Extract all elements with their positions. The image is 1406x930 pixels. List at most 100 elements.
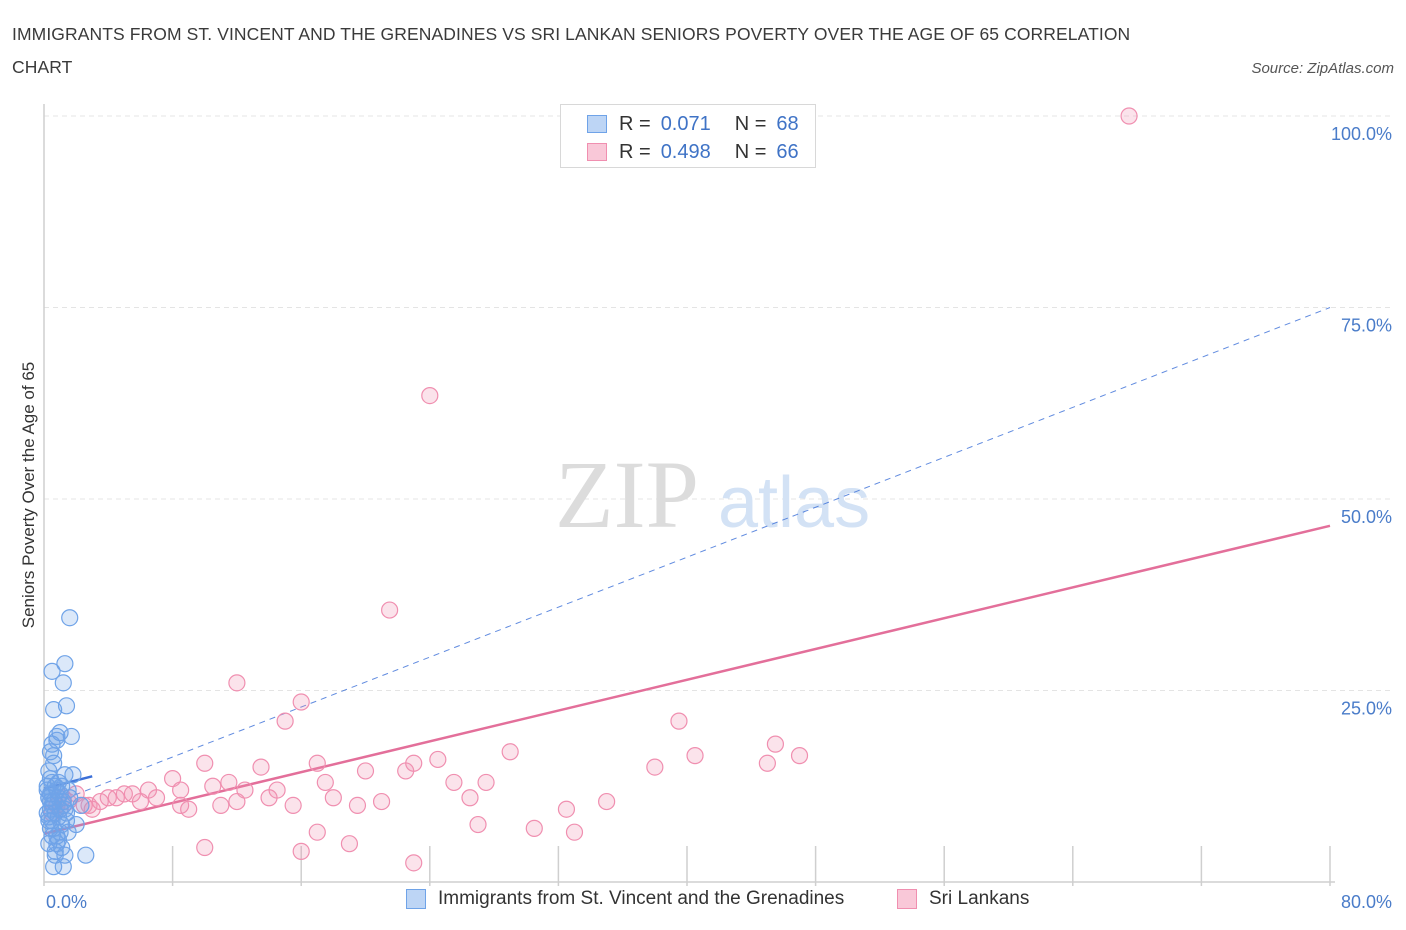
point-sri-lankans [469,815,487,834]
legend-n-value: 66 [776,140,799,163]
point-st-vincent [43,812,61,830]
trend-line-st-vincent-extended [43,307,1331,808]
legend-r-value: 0.071 [660,112,711,135]
point-sri-lankans [196,754,214,772]
data-points [38,107,1138,876]
point-st-vincent [56,800,74,818]
series-legend-swatch-pink [897,889,917,909]
point-sri-lankans [284,796,302,815]
series-legend-label: Sri Lankans [929,888,1030,909]
point-sri-lankans [292,842,310,860]
point-st-vincent [48,731,66,749]
y-tick-label: 25.0% [1341,699,1392,719]
point-sri-lankans [220,773,238,792]
point-sri-lankans [204,777,222,795]
point-sri-lankans [421,386,439,405]
series-legend-item-blue: Immigrants from St. Vincent and the Gren… [406,888,844,910]
point-sri-lankans [686,747,704,765]
point-sri-lankans [147,789,166,807]
point-sri-lankans [381,601,399,619]
watermark-atlas: atlas [718,463,870,543]
point-sri-lankans [1120,107,1138,125]
series-legend: Immigrants from St. Vincent and the Gren… [0,888,1406,916]
legend-r-value: 0.498 [660,140,711,163]
legend-row-pink: R = 0.498 N = 66 [587,140,799,164]
series-legend-swatch-blue [406,889,426,909]
point-sri-lankans [228,792,246,811]
series-legend-item-pink: Sri Lankans [897,888,1029,910]
point-sri-lankans [228,674,246,692]
point-sri-lankans [565,823,584,841]
point-sri-lankans [99,789,117,807]
point-sri-lankans [131,792,150,811]
x-tick-label: 80.0% [1341,892,1392,912]
point-sri-lankans [397,762,415,780]
legend-r-label: R = [619,112,651,135]
point-st-vincent [45,747,63,765]
trend-line-sri-lankans [43,524,1331,835]
point-sri-lankans [646,758,664,776]
legend-swatch-blue [587,115,607,133]
point-sri-lankans [340,835,359,853]
point-sri-lankans [180,800,198,818]
legend-n-label: N = [734,112,767,135]
point-st-vincent [61,609,79,627]
point-sri-lankans [445,773,463,792]
point-sri-lankans [172,781,190,799]
point-sri-lankans [790,747,809,765]
point-sri-lankans [758,754,776,772]
axes [43,104,1335,886]
point-sri-lankans [292,693,310,711]
y-axis-label: Seniors Poverty Over the Age of 65 [19,362,38,628]
point-sri-lankans [405,854,423,872]
y-tick-label: 75.0% [1341,316,1392,336]
point-sri-lankans [525,819,543,837]
legend-swatch-pink [587,143,607,161]
chart-title: IMMIGRANTS FROM ST. VINCENT AND THE GREN… [12,24,1131,77]
tick-labels: 25.0% 50.0% 75.0% 100.0% 0.0% 80.0% [46,124,1392,912]
y-tick-label: 100.0% [1331,124,1392,144]
x-tick-label: 0.0% [46,892,87,912]
source-label: Source: ZipAtlas.com [1251,60,1394,77]
point-st-vincent [77,846,95,864]
point-sri-lankans [356,762,375,780]
point-sri-lankans [372,792,391,811]
watermark-zip: ZIP [555,441,699,548]
point-sri-lankans [115,785,133,803]
point-st-vincent [67,815,85,834]
point-sri-lankans [598,792,616,811]
series-legend-label: Immigrants from St. Vincent and the Gren… [438,888,845,909]
point-sri-lankans [172,796,190,815]
point-sri-lankans [501,743,519,761]
point-st-vincent [57,697,76,715]
point-st-vincent [62,727,80,746]
point-st-vincent [53,777,71,795]
point-sri-lankans [212,796,230,815]
watermark: ZIP atlas [555,441,870,548]
point-sri-lankans [268,781,286,799]
point-st-vincent [48,835,66,853]
legend-n-value: 68 [776,112,799,135]
point-st-vincent [64,766,82,784]
point-sri-lankans [196,838,214,857]
legend-row-blue: R = 0.071 N = 68 [587,112,799,136]
y-tick-label: 50.0% [1341,507,1392,527]
grid-lines [44,115,1390,691]
legend: R = 0.071 N = 68 R = 0.498 N = 66 [560,104,816,168]
legend-r-label: R = [619,140,651,163]
point-sri-lankans [766,735,785,753]
point-sri-lankans [429,750,447,769]
point-sri-lankans [670,712,688,730]
point-sri-lankans [477,773,495,792]
point-st-vincent [40,789,58,807]
point-st-vincent [45,701,63,719]
point-st-vincent [54,674,72,692]
point-sri-lankans [557,800,576,818]
legend-n-label: N = [734,140,767,163]
point-st-vincent [56,655,74,673]
point-sri-lankans [308,754,326,772]
point-sri-lankans [252,758,270,776]
point-sri-lankans [461,789,479,807]
point-sri-lankans [348,796,367,815]
